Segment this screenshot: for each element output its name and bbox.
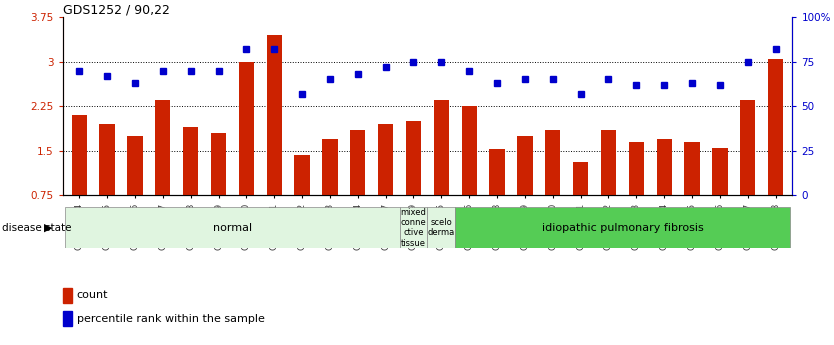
Bar xyxy=(427,207,455,248)
Bar xyxy=(65,207,399,248)
Bar xyxy=(322,139,338,195)
Text: normal: normal xyxy=(213,223,252,233)
Bar xyxy=(490,149,505,195)
Text: GDS1252 / 90,22: GDS1252 / 90,22 xyxy=(63,3,169,16)
Bar xyxy=(267,35,282,195)
Bar xyxy=(517,136,533,195)
Bar xyxy=(545,130,560,195)
Bar xyxy=(183,127,198,195)
Bar xyxy=(434,100,449,195)
Bar xyxy=(99,124,115,195)
Bar xyxy=(155,100,170,195)
Text: percentile rank within the sample: percentile rank within the sample xyxy=(77,314,264,324)
Text: disease state: disease state xyxy=(2,223,71,233)
Bar xyxy=(378,124,394,195)
Bar xyxy=(455,207,790,248)
Bar xyxy=(294,155,309,195)
Bar xyxy=(239,62,254,195)
Bar xyxy=(712,148,727,195)
Bar xyxy=(768,59,783,195)
Bar xyxy=(461,106,477,195)
Text: scelo
derma: scelo derma xyxy=(428,218,455,237)
Bar xyxy=(350,130,365,195)
Bar xyxy=(685,141,700,195)
Text: ▶: ▶ xyxy=(44,223,53,233)
Text: mixed
conne
ctive
tissue: mixed conne ctive tissue xyxy=(400,208,426,248)
Bar xyxy=(573,162,588,195)
Bar xyxy=(72,115,87,195)
Bar xyxy=(656,139,672,195)
Bar xyxy=(128,136,143,195)
Bar xyxy=(399,207,427,248)
Bar xyxy=(63,288,72,303)
Bar xyxy=(211,133,226,195)
Text: count: count xyxy=(77,290,108,300)
Bar xyxy=(63,311,72,326)
Text: idiopathic pulmonary fibrosis: idiopathic pulmonary fibrosis xyxy=(541,223,703,233)
Bar xyxy=(629,141,644,195)
Bar xyxy=(406,121,421,195)
Bar xyxy=(740,100,756,195)
Bar xyxy=(600,130,616,195)
